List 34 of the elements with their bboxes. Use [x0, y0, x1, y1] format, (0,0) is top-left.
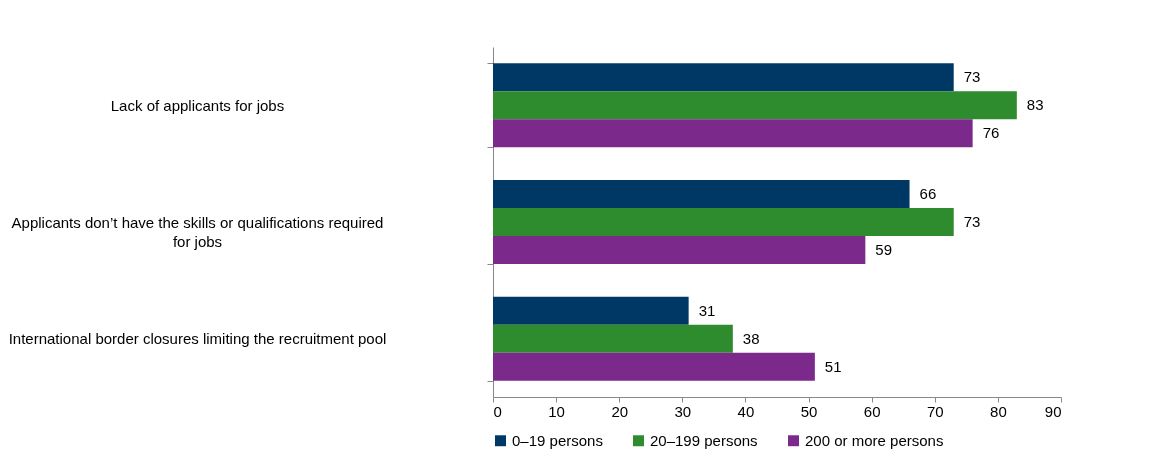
data-label: 66 — [919, 185, 937, 202]
legend-label: 0–19 persons — [512, 431, 603, 449]
data-label: 38 — [742, 329, 760, 347]
data-label: 73 — [963, 213, 981, 230]
x-tick-label: 90 — [1044, 402, 1062, 420]
x-tick-label: 30 — [674, 402, 692, 420]
data-label: 76 — [982, 124, 1000, 142]
legend-label: 200 or more persons — [805, 431, 944, 449]
x-tick-label: 20 — [611, 402, 629, 420]
bar — [493, 63, 954, 92]
y-tick-label: International border closures limiting the recruitment pool — [8, 330, 387, 348]
data-label: 73 — [963, 68, 981, 86]
x-tick-label: 50 — [800, 402, 818, 420]
bar — [493, 91, 1017, 120]
y-tick-label: Lack of applicants for jobs — [110, 96, 285, 114]
bar — [493, 180, 910, 208]
y-tick-label: Applicants don’t have the skills or qualifications required for jobs — [11, 213, 384, 250]
x-tick-label: 40 — [737, 402, 755, 420]
bar — [493, 324, 733, 353]
data-label: 83 — [1026, 96, 1044, 114]
bar — [493, 352, 815, 381]
data-label: 59 — [875, 241, 893, 258]
x-tick-label: 60 — [863, 402, 881, 420]
x-tick-label: 80 — [990, 402, 1007, 420]
bar — [493, 119, 973, 148]
x-tick-label: 70 — [926, 402, 944, 420]
bar — [493, 296, 689, 325]
x-tick-label: 10 — [548, 402, 565, 420]
data-label: 51 — [824, 357, 842, 375]
bar — [493, 208, 954, 236]
bar — [493, 236, 866, 264]
legend-label: 20–199 persons — [650, 431, 758, 449]
data-label: 31 — [698, 301, 716, 319]
x-tick-label: 0 — [493, 402, 502, 420]
